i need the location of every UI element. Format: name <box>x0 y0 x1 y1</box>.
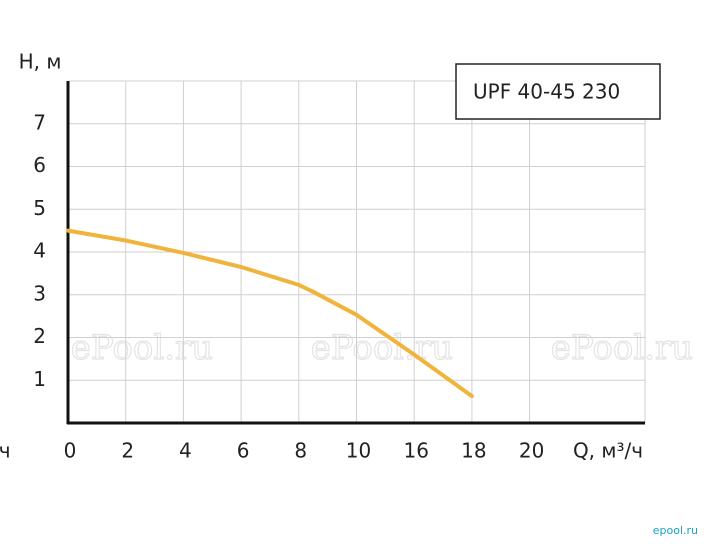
y-tick-label: 3 <box>33 281 46 305</box>
legend-box <box>455 63 661 120</box>
x-tick-label: 16 <box>403 439 428 463</box>
x-tick-label: 6 <box>237 439 250 463</box>
y-tick-label: 1 <box>33 367 46 391</box>
corner-mark: epool.ru <box>653 524 698 537</box>
x-tick-label: 20 <box>519 439 544 463</box>
x-axis-label: Q, м³/ч <box>573 439 643 463</box>
watermark: ePool.ru <box>71 328 213 368</box>
x-tick-label: 0 <box>64 439 77 463</box>
y-tick-label: 6 <box>33 153 46 177</box>
y-tick-label: 5 <box>33 196 46 220</box>
x-tick-label: 4 <box>179 439 192 463</box>
watermark: ePool.ru <box>551 328 693 368</box>
legend-text: UPF 40-45 230 <box>473 80 620 104</box>
y-axis-label: H, м <box>19 50 62 74</box>
edge-text: /ч <box>0 439 11 463</box>
x-tick-label: 18 <box>461 439 486 463</box>
x-tick-label: 2 <box>121 439 134 463</box>
y-tick-label: 7 <box>33 110 46 134</box>
x-tick-label: 10 <box>346 439 371 463</box>
y-tick-label: 4 <box>33 239 46 263</box>
x-tick-label: 8 <box>294 439 307 463</box>
y-tick-label: 2 <box>33 324 46 348</box>
curve <box>66 228 474 399</box>
